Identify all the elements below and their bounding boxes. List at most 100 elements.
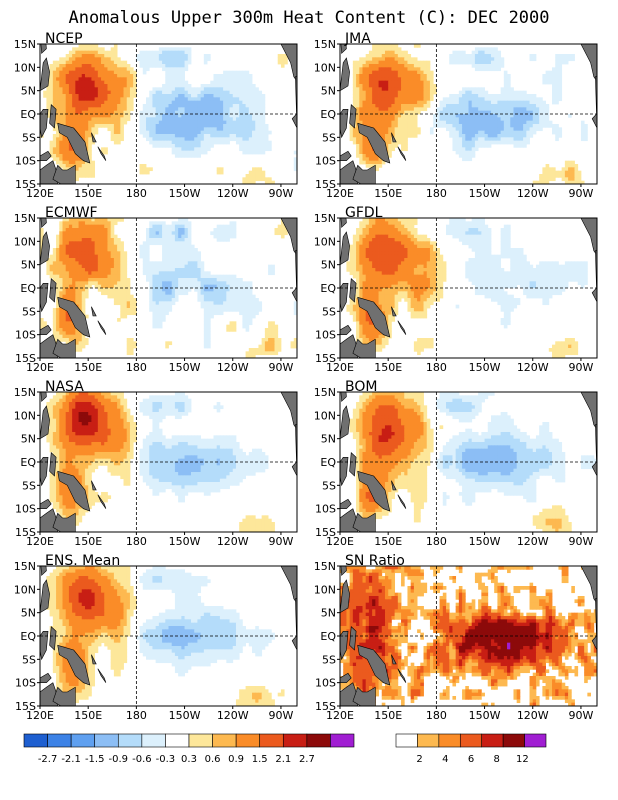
heatmap-cell <box>200 97 205 102</box>
heatmap-cell <box>65 54 70 58</box>
heatmap-cell <box>139 254 144 259</box>
heatmap-cell <box>52 84 57 88</box>
heatmap-cell <box>426 97 431 102</box>
heatmap-cell <box>580 120 585 125</box>
heatmap-cell <box>117 117 121 122</box>
heatmap-cell <box>255 90 259 95</box>
heatmap-cell <box>184 291 189 296</box>
y-tick-label: 10S <box>15 329 36 342</box>
heatmap-cell <box>446 127 450 132</box>
heatmap-cell <box>242 90 246 95</box>
heatmap-cell <box>162 304 166 309</box>
heatmap-cell <box>110 238 115 242</box>
heatmap-cell <box>497 57 502 62</box>
heatmap-cell <box>203 338 208 342</box>
heatmap-cell <box>52 254 57 259</box>
heatmap-cell <box>75 80 79 85</box>
heatmap-cell <box>375 47 379 52</box>
heatmap-cell <box>65 104 70 108</box>
heatmap-cell <box>62 94 67 98</box>
heatmap-cell <box>264 344 269 349</box>
heatmap-cell <box>420 80 424 85</box>
heatmap-cell <box>458 218 463 222</box>
heatmap-cell <box>78 231 83 236</box>
heatmap-cell <box>420 60 424 65</box>
heatmap-cell <box>545 174 550 178</box>
heatmap-cell <box>178 67 182 72</box>
heatmap-cell <box>158 140 163 145</box>
heatmap-cell <box>252 124 256 128</box>
heatmap-cell <box>75 64 79 68</box>
heatmap-cell <box>78 338 83 342</box>
heatmap-cell <box>391 110 396 115</box>
heatmap-cell <box>384 137 389 142</box>
heatmap-cell <box>503 104 508 108</box>
heatmap-cell <box>545 80 550 85</box>
heatmap-cell <box>104 64 108 68</box>
heatmap-cell <box>133 304 137 309</box>
heatmap-cell <box>123 301 128 306</box>
heatmap-cell <box>117 258 121 262</box>
heatmap-cell <box>155 97 160 102</box>
heatmap-cell <box>59 271 63 276</box>
heatmap-cell <box>43 94 47 98</box>
heatmap-cell <box>352 64 357 68</box>
heatmap-cell <box>375 77 379 82</box>
heatmap-cell <box>397 64 402 68</box>
heatmap-cell <box>101 261 105 266</box>
heatmap-cell <box>123 254 128 259</box>
heatmap-cell <box>500 134 505 138</box>
heatmap-cell <box>481 218 485 222</box>
heatmap-cell <box>372 87 376 92</box>
heatmap-cell <box>155 130 160 135</box>
heatmap-cell <box>146 268 150 272</box>
heatmap-cell <box>113 301 118 306</box>
heatmap-cell <box>532 114 537 118</box>
heatmap-cell <box>184 244 189 249</box>
heatmap-cell <box>171 284 176 289</box>
heatmap-cell <box>101 67 105 72</box>
heatmap-cell <box>372 74 376 78</box>
heatmap-cell <box>255 137 259 142</box>
heatmap-cell <box>558 74 563 78</box>
heatmap-cell <box>190 94 195 98</box>
heatmap-cell <box>97 234 102 239</box>
heatmap-cell <box>155 224 160 229</box>
heatmap-cell <box>126 90 131 95</box>
heatmap-cell <box>72 294 76 299</box>
heatmap-cell <box>226 288 230 292</box>
heatmap-cell <box>78 94 83 98</box>
heatmap-cell <box>84 164 89 168</box>
heatmap-cell <box>56 244 60 249</box>
heatmap-cell <box>62 100 67 105</box>
heatmap-cell <box>56 100 60 105</box>
heatmap-cell <box>213 107 218 112</box>
heatmap-cell <box>452 100 457 105</box>
heatmap-cell <box>120 264 124 269</box>
heatmap-cell <box>97 261 102 266</box>
heatmap-cell <box>239 140 243 145</box>
heatmap-cell <box>91 160 96 165</box>
heatmap-cell <box>171 271 176 276</box>
heatmap-cell <box>171 144 176 148</box>
heatmap-cell <box>388 130 392 135</box>
heatmap-cell <box>261 144 266 148</box>
heatmap-cell <box>207 278 211 282</box>
heatmap-cell <box>158 110 163 115</box>
heatmap-cell <box>203 288 208 292</box>
heatmap-cell <box>62 324 67 329</box>
heatmap-cell <box>507 74 511 78</box>
heatmap-cell <box>394 47 399 52</box>
heatmap-cell <box>72 271 76 276</box>
x-tick-label: 90W <box>569 187 594 200</box>
heatmap-cell <box>356 67 360 72</box>
heatmap-cell <box>452 144 457 148</box>
heatmap-cell <box>126 294 131 299</box>
heatmap-cell <box>65 321 70 326</box>
heatmap-cell <box>235 291 240 296</box>
heatmap-cell <box>187 154 192 158</box>
heatmap-cell <box>56 77 60 82</box>
heatmap-cell <box>110 251 115 256</box>
heatmap-cell <box>465 120 469 125</box>
heatmap-cell <box>146 54 150 58</box>
